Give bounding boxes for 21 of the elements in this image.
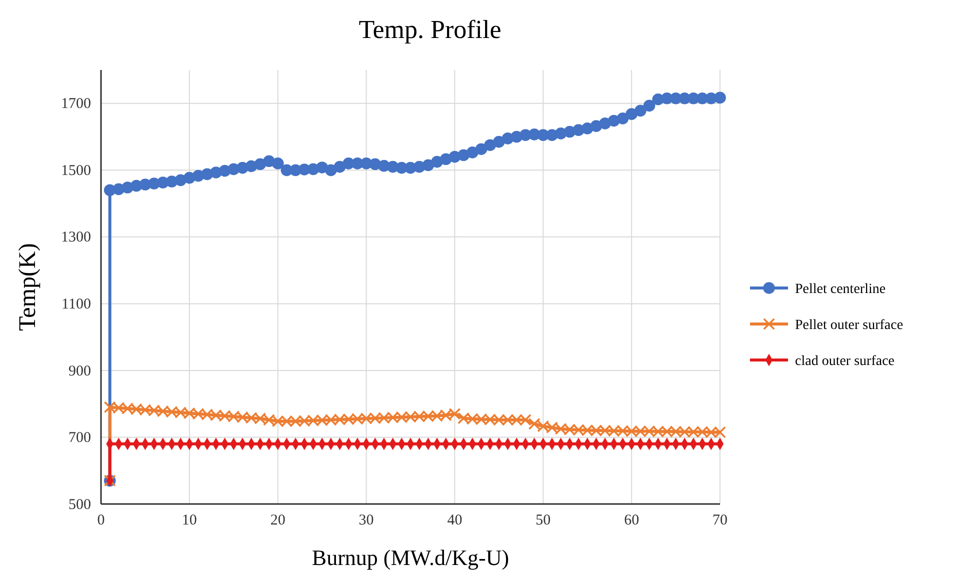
x-tick-label: 10 [182,512,197,529]
x-tick-label: 20 [270,512,286,529]
legend-label: Pellet centerline [795,282,886,297]
x-tick-label: 40 [447,512,462,529]
x-tick-label: 0 [97,512,105,529]
x-tick-label: 70 [712,512,728,529]
y-axis-title: Temp(K) [15,243,41,331]
y-tick-label: 1700 [61,96,91,112]
y-tick-label: 1500 [61,162,91,179]
y-tick-label: 700 [68,430,91,446]
x-tick-label: 60 [624,512,640,529]
legend-label: clad outer surface [795,354,894,369]
y-tick-label: 1100 [62,296,91,312]
y-tick-label: 1300 [61,230,91,246]
x-tick-label: 30 [358,512,374,529]
legend-label: Pellet outer surface [795,318,904,333]
chart-title: Temp. Profile [358,15,502,44]
y-tick-label: 900 [68,363,91,380]
x-axis-title: Burnup (MW.d/Kg-U) [312,545,510,570]
x-tick-label: 50 [536,512,551,529]
y-tick-label: 500 [68,496,91,513]
